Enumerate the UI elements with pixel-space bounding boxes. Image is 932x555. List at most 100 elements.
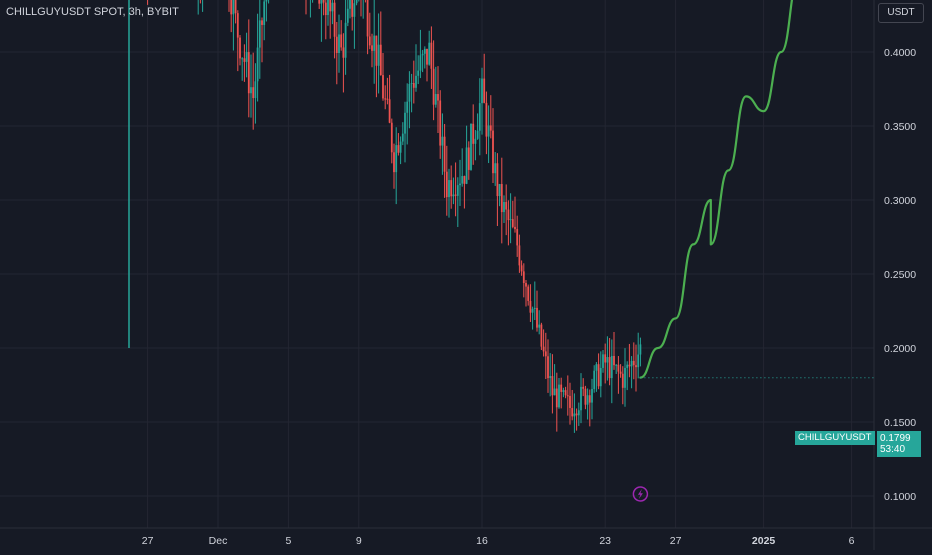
candle (327, 0, 329, 26)
candle-body (388, 99, 391, 123)
candle-body (500, 184, 503, 213)
candle-body (476, 130, 479, 139)
candle-body (549, 376, 552, 379)
candle-body (426, 48, 428, 65)
candle (265, 0, 268, 22)
candle-body (617, 364, 620, 372)
candle-body (261, 20, 263, 25)
candle-body (423, 48, 426, 54)
candle (340, 20, 343, 51)
candle (498, 183, 501, 207)
candle (404, 101, 406, 163)
candle (450, 165, 453, 209)
candle (399, 136, 402, 165)
candle-body (459, 183, 461, 186)
candle (538, 310, 541, 335)
candle (507, 200, 510, 246)
candle (258, 0, 261, 79)
candle (544, 332, 547, 380)
candle-body (602, 354, 604, 368)
candle-body (637, 354, 640, 368)
y-tick-label: 0.1500 (884, 417, 916, 429)
x-tick-label: 27 (670, 535, 682, 547)
candle (434, 66, 437, 108)
candle (613, 331, 615, 370)
candle-body (516, 229, 519, 246)
candle-body (245, 52, 248, 62)
candle (562, 387, 565, 398)
candle-body (368, 36, 371, 46)
candles (128, 0, 642, 433)
candle-body (412, 83, 415, 88)
lightning-icon-bolt (637, 489, 643, 499)
candle-body (555, 388, 558, 408)
candle-body (443, 136, 446, 172)
candle (555, 372, 558, 432)
candle-body (439, 100, 442, 146)
candle (410, 73, 413, 113)
x-tick-label: 27 (142, 535, 154, 547)
candle (617, 356, 620, 394)
candle-body (366, 0, 369, 37)
candle-body (397, 145, 400, 153)
candle (234, 0, 237, 24)
candle-body (441, 136, 444, 146)
candle-body (340, 34, 343, 48)
candle (599, 351, 602, 398)
candle-body (465, 147, 468, 184)
candle (432, 40, 435, 121)
candle (635, 344, 637, 392)
candle-body (338, 34, 340, 54)
candle-body (463, 176, 466, 184)
candle (390, 118, 393, 164)
currency-button[interactable]: USDT (878, 3, 924, 23)
candle (324, 0, 327, 40)
candle-body (448, 180, 450, 198)
candle (377, 13, 380, 94)
candle-body (470, 123, 472, 170)
candle (373, 0, 376, 84)
candle-body (547, 356, 549, 379)
candle (428, 30, 431, 66)
candle (586, 388, 589, 420)
candle-body (613, 355, 615, 366)
candle (529, 284, 532, 322)
candle (305, 0, 307, 15)
y-tick-label: 0.2500 (884, 269, 916, 281)
candle-body (575, 413, 578, 416)
candle-body (432, 68, 435, 105)
candle-body (474, 138, 477, 144)
candle-body (503, 201, 505, 213)
candle-body (404, 112, 406, 134)
candle-body (588, 395, 591, 403)
y-tick-label: 0.3500 (884, 121, 916, 133)
candle (463, 175, 466, 209)
candle (421, 49, 424, 73)
candle (197, 0, 199, 15)
candle-body (520, 265, 523, 272)
candle-body (514, 226, 516, 230)
candle-body (322, 0, 325, 3)
candle-body (445, 171, 448, 198)
candle (461, 148, 464, 187)
candle (245, 32, 248, 78)
candle-body (342, 47, 345, 58)
candle-body (492, 130, 494, 174)
candle (624, 348, 626, 407)
candle-body (483, 78, 486, 103)
candle (147, 0, 149, 5)
candle-body (263, 1, 266, 25)
candle-body (582, 386, 585, 389)
candle-body (371, 45, 373, 51)
candle-body (377, 44, 380, 66)
candle (485, 91, 488, 155)
candle (360, 0, 362, 17)
candle-body (324, 2, 327, 16)
x-tick-label: 9 (356, 535, 362, 547)
candle (344, 0, 347, 75)
lightning-icon[interactable] (632, 486, 649, 502)
candle-body (384, 98, 387, 100)
candle (580, 373, 582, 424)
